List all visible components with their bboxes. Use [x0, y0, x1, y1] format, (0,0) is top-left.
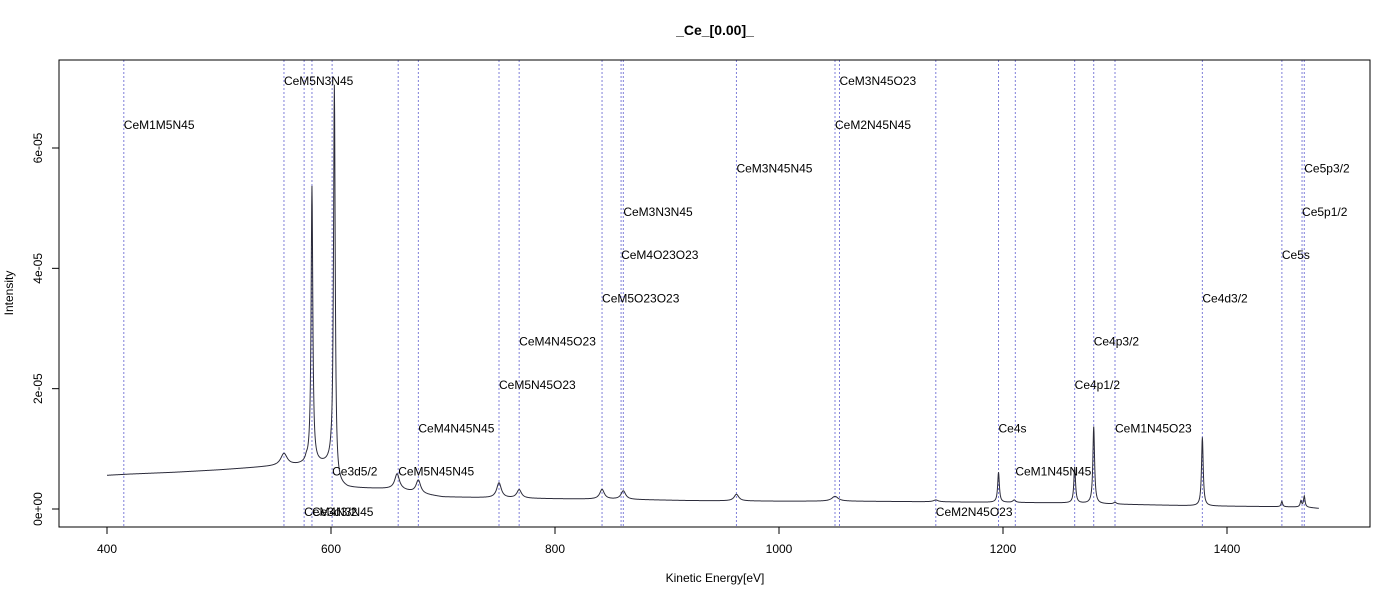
y-tick-label: 6e-05 — [31, 132, 45, 163]
marker-label: CeM1M5N45 — [124, 118, 195, 132]
marker-label: CeM5N45N45 — [398, 465, 474, 479]
marker-label: Ce3d5/2 — [332, 465, 378, 479]
marker-label: CeM5N3N45 — [284, 74, 354, 88]
y-axis: 0e+00 2e-05 4e-05 6e-05 — [31, 132, 60, 526]
marker-label: Ce4s — [999, 421, 1027, 435]
marker-label: CeM4N45N45 — [418, 421, 494, 435]
marker-label: Ce3d3/2 — [312, 505, 358, 519]
marker-label: CeM1N45O23 — [1115, 421, 1192, 435]
y-tick-label: 2e-05 — [31, 373, 45, 404]
y-tick-label: 0e+00 — [31, 492, 45, 526]
marker-label: CeM2N45O23 — [936, 505, 1013, 519]
marker-label: CeM3N3N45 — [623, 205, 693, 219]
x-tick-label: 1000 — [766, 542, 793, 556]
marker-label: CeM5O23O23 — [602, 291, 680, 305]
x-tick-label: 600 — [321, 542, 341, 556]
y-tick-label: 4e-05 — [31, 253, 45, 284]
x-tick-label: 1400 — [1214, 542, 1241, 556]
marker-label: Ce4p1/2 — [1075, 378, 1121, 392]
marker-label: CeM2N45N45 — [835, 118, 911, 132]
marker-label: Ce5s — [1282, 248, 1310, 262]
marker-label: Ce4d3/2 — [1202, 291, 1248, 305]
marker-label: CeM5N45O23 — [499, 378, 576, 392]
marker-label: Ce5p3/2 — [1304, 161, 1350, 175]
x-tick-label: 800 — [545, 542, 565, 556]
marker-label: Ce5p1/2 — [1302, 205, 1348, 219]
marker-label: CeM4N3N45 — [304, 505, 374, 519]
marker-label: CeM3N45O23 — [839, 74, 916, 88]
x-tick-label: 1200 — [990, 542, 1017, 556]
chart-title: _Ce_[0.00]_ — [675, 22, 754, 38]
y-axis-title: Intensity — [2, 271, 16, 316]
marker-label: CeM1N45N45 — [1015, 465, 1091, 479]
x-tick-label: 400 — [97, 542, 117, 556]
marker-label: CeM4N45O23 — [519, 335, 596, 349]
spectrum-line — [106, 84, 1319, 509]
plot-frame — [58, 59, 1371, 528]
x-axis: 400 600 800 1000 1200 1400 — [97, 526, 1241, 556]
marker-lines-group — [123, 60, 1305, 527]
x-axis-title: Kinetic Energy[eV] — [666, 571, 765, 585]
marker-label: Ce4p3/2 — [1094, 335, 1140, 349]
marker-label: CeM4O23O23 — [621, 248, 699, 262]
marker-label: CeM3N45N45 — [736, 161, 812, 175]
